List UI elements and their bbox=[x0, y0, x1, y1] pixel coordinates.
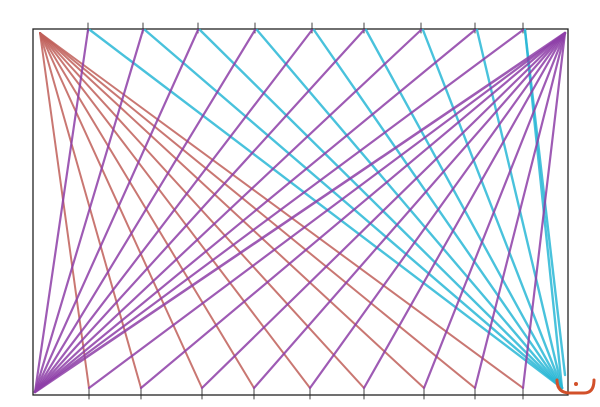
purple-line bbox=[473, 31, 567, 390]
red-line bbox=[39, 32, 203, 389]
purple-line bbox=[33, 28, 366, 394]
purple-line bbox=[33, 28, 314, 394]
purple-line bbox=[87, 31, 567, 390]
purple-line bbox=[33, 28, 90, 394]
red-line bbox=[39, 32, 255, 389]
purple-line bbox=[308, 31, 567, 390]
purple-line bbox=[33, 28, 477, 394]
purple-line bbox=[33, 28, 257, 394]
red-line bbox=[39, 32, 142, 389]
cyan-line bbox=[198, 28, 564, 390]
signature-dot bbox=[574, 382, 578, 386]
purple-line bbox=[521, 31, 567, 390]
purple-line bbox=[33, 31, 567, 394]
red-line bbox=[39, 32, 90, 389]
purple-line bbox=[33, 28, 145, 394]
purple-line bbox=[33, 28, 200, 394]
purple-line bbox=[200, 31, 567, 390]
purple-line bbox=[139, 31, 567, 390]
signature-mark bbox=[555, 378, 596, 395]
red-line bbox=[39, 32, 476, 389]
purple-line bbox=[252, 31, 567, 390]
purple-line bbox=[33, 28, 423, 394]
purple-line bbox=[33, 28, 525, 394]
red-line bbox=[39, 32, 365, 389]
purple-line bbox=[422, 31, 567, 390]
cyan-line bbox=[88, 28, 564, 390]
red-line-fan bbox=[39, 32, 524, 389]
purple-line-fan bbox=[33, 28, 567, 394]
red-line bbox=[39, 32, 425, 389]
cyan-line bbox=[421, 28, 564, 390]
frame-rectangle bbox=[32, 28, 569, 396]
purple-line bbox=[362, 31, 567, 390]
